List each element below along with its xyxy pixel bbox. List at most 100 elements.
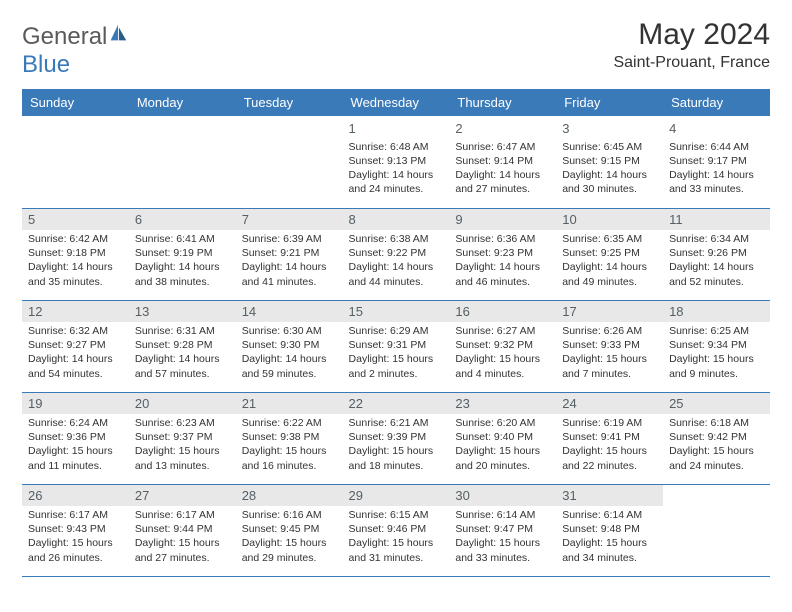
- sunset-line: Sunset: 9:14 PM: [455, 154, 550, 168]
- month-title: May 2024: [613, 18, 770, 52]
- sunrise-line: Sunrise: 6:42 AM: [28, 232, 123, 246]
- day-number: 30: [449, 485, 556, 507]
- calendar-week-row: ...1Sunrise: 6:48 AMSunset: 9:13 PMDayli…: [22, 116, 770, 208]
- sunset-line: Sunset: 9:48 PM: [562, 522, 657, 536]
- sunset-line: Sunset: 9:40 PM: [455, 430, 550, 444]
- sunrise-line: Sunrise: 6:27 AM: [455, 324, 550, 338]
- daylight-line: Daylight: 14 hours and 59 minutes.: [242, 352, 337, 380]
- sunrise-line: Sunrise: 6:24 AM: [28, 416, 123, 430]
- calendar-day-cell: 23Sunrise: 6:20 AMSunset: 9:40 PMDayligh…: [449, 392, 556, 484]
- sunset-line: Sunset: 9:28 PM: [135, 338, 230, 352]
- sunrise-line: Sunrise: 6:35 AM: [562, 232, 657, 246]
- calendar-day-cell: 8Sunrise: 6:38 AMSunset: 9:22 PMDaylight…: [343, 208, 450, 300]
- day-number: 23: [449, 393, 556, 415]
- day-number: 19: [22, 393, 129, 415]
- weekday-header-row: SundayMondayTuesdayWednesdayThursdayFrid…: [22, 89, 770, 116]
- sunrise-line: Sunrise: 6:39 AM: [242, 232, 337, 246]
- daylight-line: Daylight: 14 hours and 54 minutes.: [28, 352, 123, 380]
- calendar-day-cell: 4Sunrise: 6:44 AMSunset: 9:17 PMDaylight…: [663, 116, 770, 208]
- sunset-line: Sunset: 9:37 PM: [135, 430, 230, 444]
- sunrise-line: Sunrise: 6:41 AM: [135, 232, 230, 246]
- calendar-day-cell: 29Sunrise: 6:15 AMSunset: 9:46 PMDayligh…: [343, 484, 450, 576]
- daylight-line: Daylight: 14 hours and 38 minutes.: [135, 260, 230, 288]
- sunrise-line: Sunrise: 6:47 AM: [455, 140, 550, 154]
- calendar-day-cell: .: [129, 116, 236, 208]
- sunset-line: Sunset: 9:39 PM: [349, 430, 444, 444]
- sunset-line: Sunset: 9:36 PM: [28, 430, 123, 444]
- sunset-line: Sunset: 9:30 PM: [242, 338, 337, 352]
- daylight-line: Daylight: 14 hours and 57 minutes.: [135, 352, 230, 380]
- daylight-line: Daylight: 15 hours and 11 minutes.: [28, 444, 123, 472]
- sunrise-line: Sunrise: 6:14 AM: [562, 508, 657, 522]
- calendar-day-cell: 3Sunrise: 6:45 AMSunset: 9:15 PMDaylight…: [556, 116, 663, 208]
- day-number: 18: [663, 301, 770, 323]
- calendar-day-cell: .: [22, 116, 129, 208]
- sunset-line: Sunset: 9:15 PM: [562, 154, 657, 168]
- daylight-line: Daylight: 15 hours and 20 minutes.: [455, 444, 550, 472]
- logo-text-part2: Blue: [22, 51, 70, 78]
- daylight-line: Daylight: 14 hours and 35 minutes.: [28, 260, 123, 288]
- calendar-day-cell: .: [236, 116, 343, 208]
- logo: GeneralBlue: [22, 18, 129, 79]
- calendar-day-cell: 7Sunrise: 6:39 AMSunset: 9:21 PMDaylight…: [236, 208, 343, 300]
- weekday-header: Tuesday: [236, 89, 343, 116]
- calendar-day-cell: 2Sunrise: 6:47 AMSunset: 9:14 PMDaylight…: [449, 116, 556, 208]
- calendar-day-cell: 30Sunrise: 6:14 AMSunset: 9:47 PMDayligh…: [449, 484, 556, 576]
- calendar-day-cell: .: [663, 484, 770, 576]
- daylight-line: Daylight: 14 hours and 24 minutes.: [349, 168, 444, 196]
- daylight-line: Daylight: 14 hours and 30 minutes.: [562, 168, 657, 196]
- day-number: 21: [236, 393, 343, 415]
- sunrise-line: Sunrise: 6:30 AM: [242, 324, 337, 338]
- calendar-day-cell: 22Sunrise: 6:21 AMSunset: 9:39 PMDayligh…: [343, 392, 450, 484]
- sunset-line: Sunset: 9:45 PM: [242, 522, 337, 536]
- calendar-day-cell: 31Sunrise: 6:14 AMSunset: 9:48 PMDayligh…: [556, 484, 663, 576]
- day-number: 15: [343, 301, 450, 323]
- sunrise-line: Sunrise: 6:38 AM: [349, 232, 444, 246]
- sunset-line: Sunset: 9:21 PM: [242, 246, 337, 260]
- sunset-line: Sunset: 9:23 PM: [455, 246, 550, 260]
- sunset-line: Sunset: 9:18 PM: [28, 246, 123, 260]
- day-number: 2: [455, 120, 550, 138]
- calendar-day-cell: 25Sunrise: 6:18 AMSunset: 9:42 PMDayligh…: [663, 392, 770, 484]
- daylight-line: Daylight: 15 hours and 31 minutes.: [349, 536, 444, 564]
- day-number: 24: [556, 393, 663, 415]
- sunrise-line: Sunrise: 6:34 AM: [669, 232, 764, 246]
- day-number: 9: [449, 209, 556, 231]
- day-number: 16: [449, 301, 556, 323]
- calendar-day-cell: 17Sunrise: 6:26 AMSunset: 9:33 PMDayligh…: [556, 300, 663, 392]
- day-number: 11: [663, 209, 770, 231]
- daylight-line: Daylight: 14 hours and 46 minutes.: [455, 260, 550, 288]
- day-number: 6: [129, 209, 236, 231]
- sunset-line: Sunset: 9:38 PM: [242, 430, 337, 444]
- day-number: 29: [343, 485, 450, 507]
- sunrise-line: Sunrise: 6:31 AM: [135, 324, 230, 338]
- calendar-week-row: 19Sunrise: 6:24 AMSunset: 9:36 PMDayligh…: [22, 392, 770, 484]
- sunrise-line: Sunrise: 6:20 AM: [455, 416, 550, 430]
- daylight-line: Daylight: 15 hours and 18 minutes.: [349, 444, 444, 472]
- calendar-day-cell: 27Sunrise: 6:17 AMSunset: 9:44 PMDayligh…: [129, 484, 236, 576]
- weekday-header: Wednesday: [343, 89, 450, 116]
- day-number: 28: [236, 485, 343, 507]
- daylight-line: Daylight: 15 hours and 13 minutes.: [135, 444, 230, 472]
- calendar-day-cell: 14Sunrise: 6:30 AMSunset: 9:30 PMDayligh…: [236, 300, 343, 392]
- sunrise-line: Sunrise: 6:17 AM: [28, 508, 123, 522]
- day-number: 26: [22, 485, 129, 507]
- sunset-line: Sunset: 9:47 PM: [455, 522, 550, 536]
- weekday-header: Friday: [556, 89, 663, 116]
- location: Saint-Prouant, France: [613, 54, 770, 72]
- sunset-line: Sunset: 9:44 PM: [135, 522, 230, 536]
- calendar-week-row: 5Sunrise: 6:42 AMSunset: 9:18 PMDaylight…: [22, 208, 770, 300]
- sunset-line: Sunset: 9:17 PM: [669, 154, 764, 168]
- sunset-line: Sunset: 9:32 PM: [455, 338, 550, 352]
- sunrise-line: Sunrise: 6:36 AM: [455, 232, 550, 246]
- sunset-line: Sunset: 9:19 PM: [135, 246, 230, 260]
- daylight-line: Daylight: 15 hours and 7 minutes.: [562, 352, 657, 380]
- daylight-line: Daylight: 14 hours and 44 minutes.: [349, 260, 444, 288]
- sunset-line: Sunset: 9:41 PM: [562, 430, 657, 444]
- day-number: 13: [129, 301, 236, 323]
- daylight-line: Daylight: 14 hours and 49 minutes.: [562, 260, 657, 288]
- sunrise-line: Sunrise: 6:25 AM: [669, 324, 764, 338]
- daylight-line: Daylight: 15 hours and 4 minutes.: [455, 352, 550, 380]
- calendar-day-cell: 10Sunrise: 6:35 AMSunset: 9:25 PMDayligh…: [556, 208, 663, 300]
- sunset-line: Sunset: 9:26 PM: [669, 246, 764, 260]
